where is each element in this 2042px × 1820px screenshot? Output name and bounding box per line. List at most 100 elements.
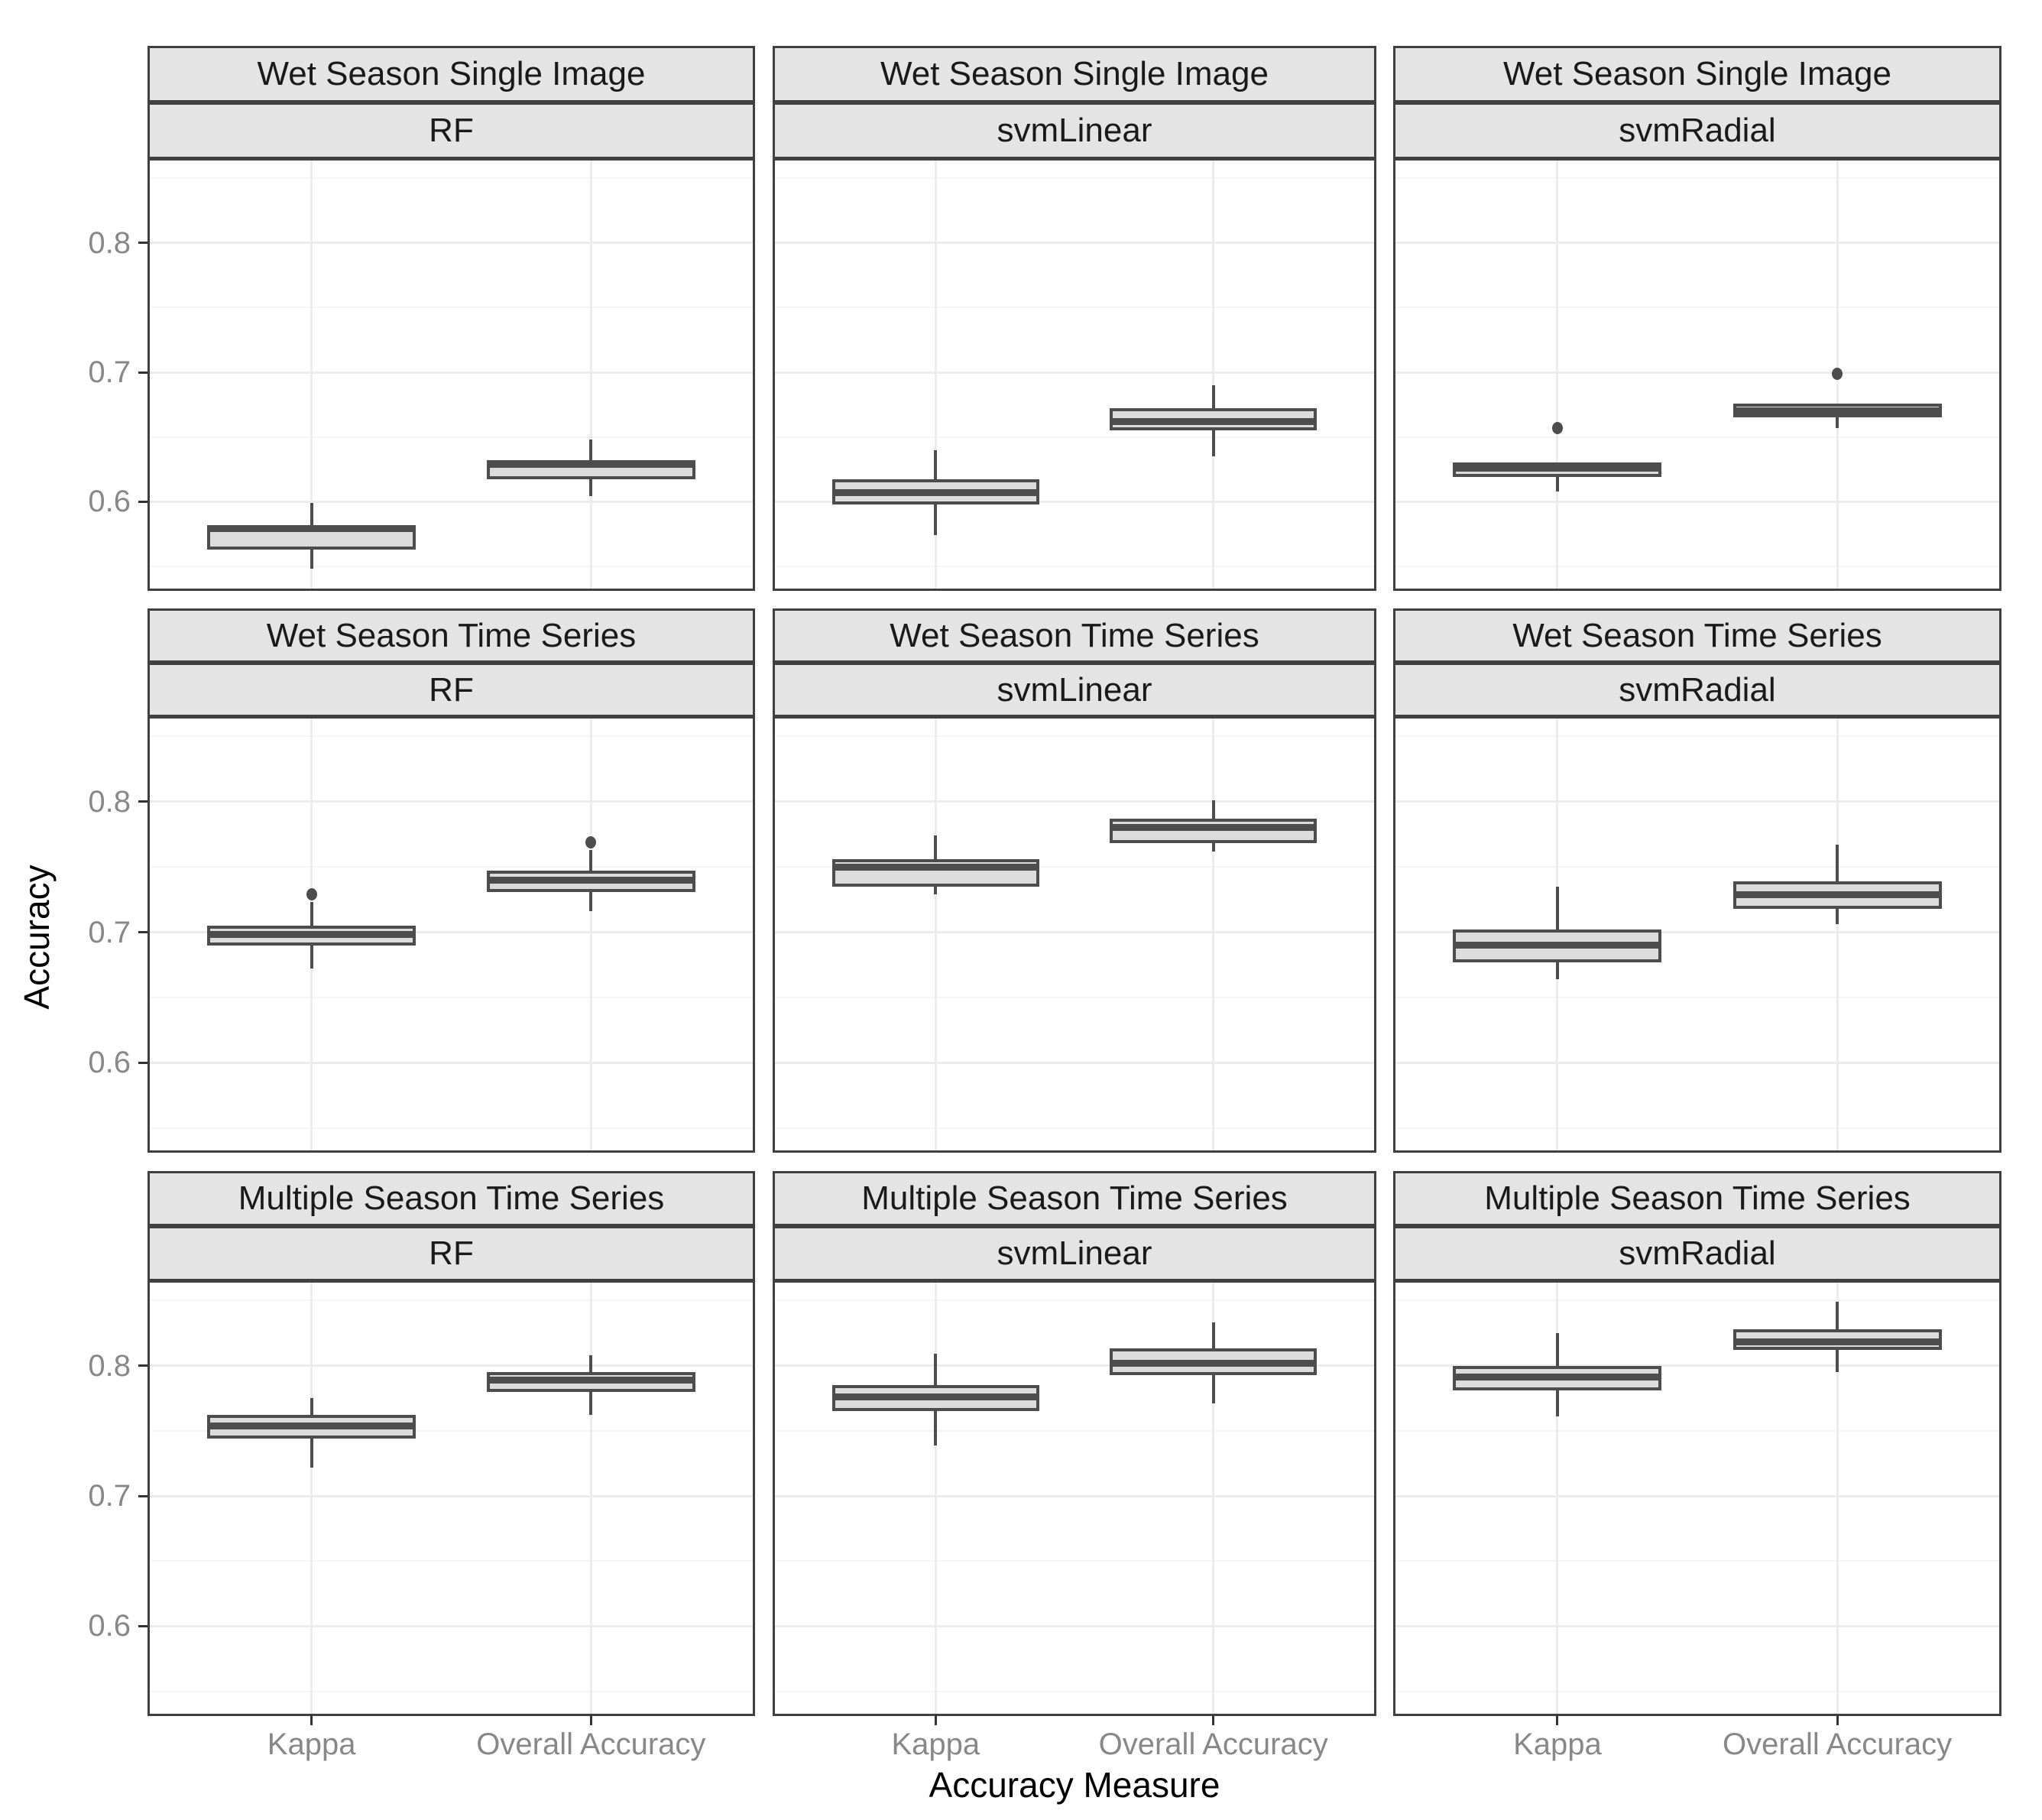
y-tick-mark (138, 371, 147, 374)
whisker-lower (1211, 843, 1215, 852)
gridline-major-y (150, 1494, 753, 1497)
facet-strip-dataset: Wet Season Time Series (1393, 608, 2001, 663)
gridline-major-y (150, 242, 753, 245)
gridline-minor-y (150, 177, 753, 180)
y-tick-label: 0.6 (88, 1609, 131, 1643)
x-tick-label: Overall Accuracy (1098, 1728, 1328, 1761)
gridline-major-y (1395, 371, 1999, 374)
gridline-major-x (1212, 719, 1215, 1150)
y-tick-mark (138, 1364, 147, 1367)
outlier-point (1832, 367, 1843, 380)
gridline-minor-y (1395, 996, 1999, 998)
y-tick-mark (138, 800, 147, 803)
gridline-major-x (934, 161, 937, 589)
whisker-upper (1836, 1302, 1839, 1329)
gridline-minor-y (150, 866, 753, 868)
gridline-minor-y (150, 1127, 753, 1129)
gridline-major-y (775, 500, 1374, 503)
whisker-upper (1555, 1333, 1559, 1366)
gridline-minor-y (775, 735, 1374, 738)
gridline-minor-y (150, 735, 753, 738)
y-tick-label: 0.7 (88, 1479, 131, 1513)
x-tick-mark (589, 1716, 592, 1725)
gridline-minor-y (1395, 866, 1999, 868)
median-line (1736, 891, 1939, 898)
gridline-major-x (589, 719, 592, 1150)
whisker-upper (1211, 1322, 1215, 1349)
median-line (1113, 824, 1314, 832)
median-line (210, 931, 413, 939)
y-tick-mark (138, 500, 147, 503)
whisker-upper (934, 1354, 938, 1386)
outlier-point (1551, 421, 1563, 434)
gridline-major-y (1395, 800, 1999, 803)
y-tick-mark (138, 1061, 147, 1064)
gridline-minor-y (775, 1299, 1374, 1302)
gridline-minor-y (1395, 735, 1999, 738)
facet-strip-dataset: Multiple Season Time Series (147, 1171, 755, 1226)
gridline-major-y (1395, 242, 1999, 245)
x-tick-mark (934, 1716, 937, 1725)
gridline-minor-y (150, 307, 753, 309)
whisker-lower (589, 479, 593, 497)
gridline-major-y (1395, 1061, 1999, 1064)
whisker-lower (1836, 1350, 1839, 1373)
whisker-lower (1836, 417, 1839, 428)
whisker-lower (934, 886, 938, 894)
x-tick-label: Kappa (891, 1728, 980, 1761)
gridline-minor-y (150, 996, 753, 998)
y-tick-mark (138, 242, 147, 245)
gridline-major-y (1395, 1364, 1999, 1367)
whisker-upper (589, 1354, 593, 1373)
median-line (490, 876, 692, 884)
gridline-major-x (1836, 719, 1839, 1150)
whisker-lower (589, 1391, 593, 1416)
whisker-upper (310, 502, 313, 525)
gridline-minor-y (775, 1560, 1374, 1562)
whisker-lower (1211, 430, 1215, 456)
whisker-lower (934, 504, 938, 536)
whisker-lower (1555, 477, 1559, 491)
gridline-minor-y (1395, 436, 1999, 438)
median-line (210, 1422, 413, 1429)
gridline-major-y (775, 371, 1374, 374)
gridline-minor-y (775, 996, 1374, 998)
gridline-major-x (1556, 161, 1559, 589)
gridline-minor-y (1395, 307, 1999, 309)
gridline-minor-y (775, 436, 1374, 438)
facet-strip-classifier: svmRadial (1393, 102, 2001, 159)
facet-panel (773, 716, 1376, 1153)
facet-panel (1393, 1280, 2001, 1716)
whisker-lower (310, 945, 313, 969)
gridline-minor-y (1395, 1299, 1999, 1302)
gridline-minor-y (775, 565, 1374, 567)
x-tick-mark (1836, 1716, 1839, 1725)
gridline-major-y (775, 1061, 1374, 1064)
whisker-lower (310, 1439, 313, 1468)
gridline-major-x (310, 1283, 313, 1714)
gridline-major-y (775, 242, 1374, 245)
median-line (490, 460, 692, 468)
median-line (1113, 1359, 1314, 1367)
facet-strip-classifier: RF (147, 102, 755, 159)
gridline-minor-y (775, 1127, 1374, 1129)
gridline-major-y (1395, 500, 1999, 503)
gridline-major-x (1556, 1283, 1559, 1714)
gridline-minor-y (775, 307, 1374, 309)
facet-panel (147, 158, 755, 591)
whisker-lower (1555, 962, 1559, 979)
gridline-major-y (1395, 1624, 1999, 1627)
median-line (1736, 1338, 1939, 1346)
x-tick-label: Kappa (1513, 1728, 1602, 1761)
gridline-minor-y (1395, 1560, 1999, 1562)
facet-strip-dataset: Multiple Season Time Series (773, 1171, 1376, 1226)
gridline-minor-y (150, 565, 753, 567)
gridline-minor-y (775, 866, 1374, 868)
median-line (1456, 1374, 1659, 1381)
gridline-major-y (150, 371, 753, 374)
x-tick-mark (310, 1716, 313, 1725)
median-line (835, 1393, 1036, 1400)
gridline-major-y (150, 1061, 753, 1064)
whisker-upper (1555, 886, 1559, 930)
